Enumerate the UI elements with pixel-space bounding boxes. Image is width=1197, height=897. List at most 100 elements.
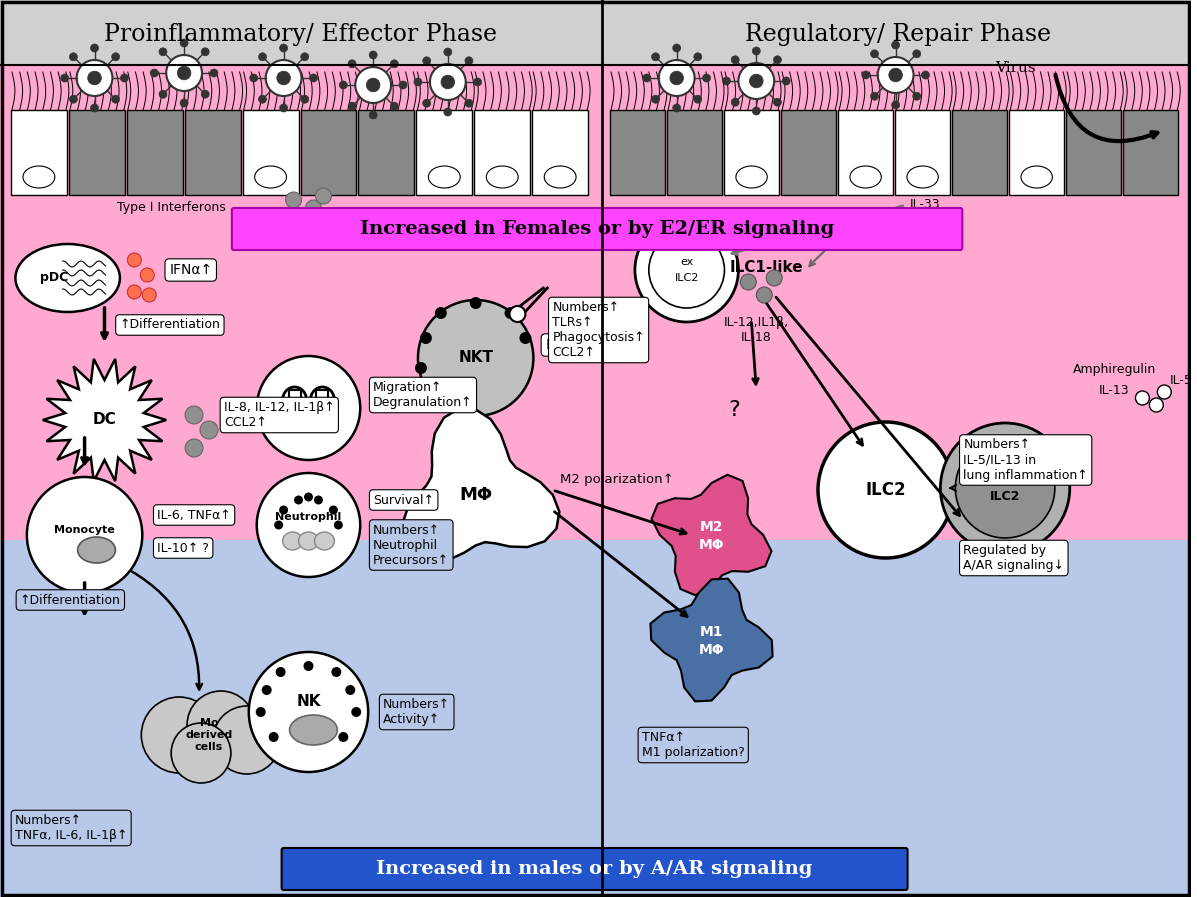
Circle shape <box>121 74 128 82</box>
Ellipse shape <box>16 244 120 312</box>
Circle shape <box>941 423 1070 553</box>
Ellipse shape <box>545 166 576 188</box>
Circle shape <box>889 68 903 82</box>
Circle shape <box>200 421 218 439</box>
Bar <box>316 390 328 402</box>
Circle shape <box>643 74 651 82</box>
Circle shape <box>420 332 432 344</box>
Text: M2: M2 <box>700 520 723 534</box>
Circle shape <box>348 60 356 68</box>
Bar <box>838 110 893 195</box>
Circle shape <box>87 71 102 85</box>
Circle shape <box>213 706 280 774</box>
Circle shape <box>300 53 309 61</box>
Circle shape <box>61 74 68 82</box>
Circle shape <box>69 53 78 61</box>
Text: ILC2: ILC2 <box>674 273 699 283</box>
Circle shape <box>339 81 347 89</box>
Circle shape <box>649 232 724 308</box>
Ellipse shape <box>78 537 115 563</box>
Bar <box>0 65 1191 540</box>
Circle shape <box>127 285 141 299</box>
Circle shape <box>870 92 879 100</box>
Text: Numbers↑
Activity↑: Numbers↑ Activity↑ <box>383 698 450 726</box>
Bar <box>417 110 473 195</box>
Circle shape <box>430 64 466 100</box>
Circle shape <box>127 253 141 267</box>
Bar <box>358 110 414 195</box>
Text: NKT: NKT <box>458 351 493 365</box>
Bar <box>1009 110 1064 195</box>
Circle shape <box>351 707 361 717</box>
Circle shape <box>753 47 760 55</box>
Circle shape <box>694 95 701 103</box>
Circle shape <box>877 57 913 93</box>
Bar <box>667 110 722 195</box>
Ellipse shape <box>255 166 286 188</box>
Circle shape <box>1149 398 1163 412</box>
Text: Regulatory/ Repair Phase: Regulatory/ Repair Phase <box>745 23 1051 47</box>
Circle shape <box>305 200 322 216</box>
Ellipse shape <box>429 166 461 188</box>
Circle shape <box>332 667 341 677</box>
Text: Type I Interferons: Type I Interferons <box>117 202 226 214</box>
Circle shape <box>435 307 446 319</box>
Text: Mo
derived
cells: Mo derived cells <box>186 718 232 752</box>
Text: ex: ex <box>680 257 693 267</box>
Circle shape <box>423 100 431 108</box>
FancyBboxPatch shape <box>232 208 962 250</box>
Circle shape <box>186 439 203 457</box>
Circle shape <box>262 685 272 695</box>
Bar <box>1067 110 1122 195</box>
Circle shape <box>366 78 379 91</box>
Circle shape <box>474 78 481 86</box>
Circle shape <box>510 306 525 322</box>
Text: ILC2: ILC2 <box>865 481 906 499</box>
Circle shape <box>444 48 451 56</box>
Circle shape <box>274 520 284 529</box>
Circle shape <box>201 48 209 56</box>
Circle shape <box>1136 391 1149 405</box>
Circle shape <box>703 74 711 82</box>
Text: ↑Differentiation: ↑Differentiation <box>120 318 220 332</box>
Circle shape <box>187 691 255 759</box>
Ellipse shape <box>315 532 334 550</box>
Circle shape <box>673 44 681 52</box>
Circle shape <box>91 104 98 112</box>
Polygon shape <box>402 409 559 562</box>
Circle shape <box>180 39 188 47</box>
Circle shape <box>286 192 302 208</box>
Circle shape <box>913 92 920 100</box>
Circle shape <box>329 506 338 515</box>
Circle shape <box>177 66 190 80</box>
Circle shape <box>256 473 360 577</box>
Text: IL-5: IL-5 <box>1169 373 1192 387</box>
Bar <box>69 110 124 195</box>
Circle shape <box>268 732 279 742</box>
Circle shape <box>159 91 166 98</box>
Text: ILC2: ILC2 <box>990 490 1020 502</box>
Circle shape <box>1157 385 1172 399</box>
Circle shape <box>399 81 407 89</box>
Ellipse shape <box>23 166 55 188</box>
Text: Proinflammatory/ Effector Phase: Proinflammatory/ Effector Phase <box>104 23 497 47</box>
Bar <box>127 110 183 195</box>
Circle shape <box>673 104 681 112</box>
Circle shape <box>304 492 312 501</box>
Circle shape <box>141 697 217 773</box>
Circle shape <box>171 723 231 783</box>
Bar <box>0 0 1191 65</box>
Text: Repair: Repair <box>983 472 1028 484</box>
Text: TNFα↑
M1 polarization?: TNFα↑ M1 polarization? <box>642 731 745 759</box>
Text: MΦ: MΦ <box>699 538 724 552</box>
Circle shape <box>430 390 442 402</box>
Circle shape <box>277 71 291 85</box>
Text: Numbers↑
TNFα, IL-6, IL-1β↑: Numbers↑ TNFα, IL-6, IL-1β↑ <box>14 814 127 842</box>
Ellipse shape <box>282 532 303 550</box>
Ellipse shape <box>736 166 767 188</box>
Circle shape <box>280 44 287 52</box>
Circle shape <box>69 95 78 103</box>
Circle shape <box>390 102 399 110</box>
Polygon shape <box>43 359 166 481</box>
Text: Monocyte: Monocyte <box>54 525 115 535</box>
